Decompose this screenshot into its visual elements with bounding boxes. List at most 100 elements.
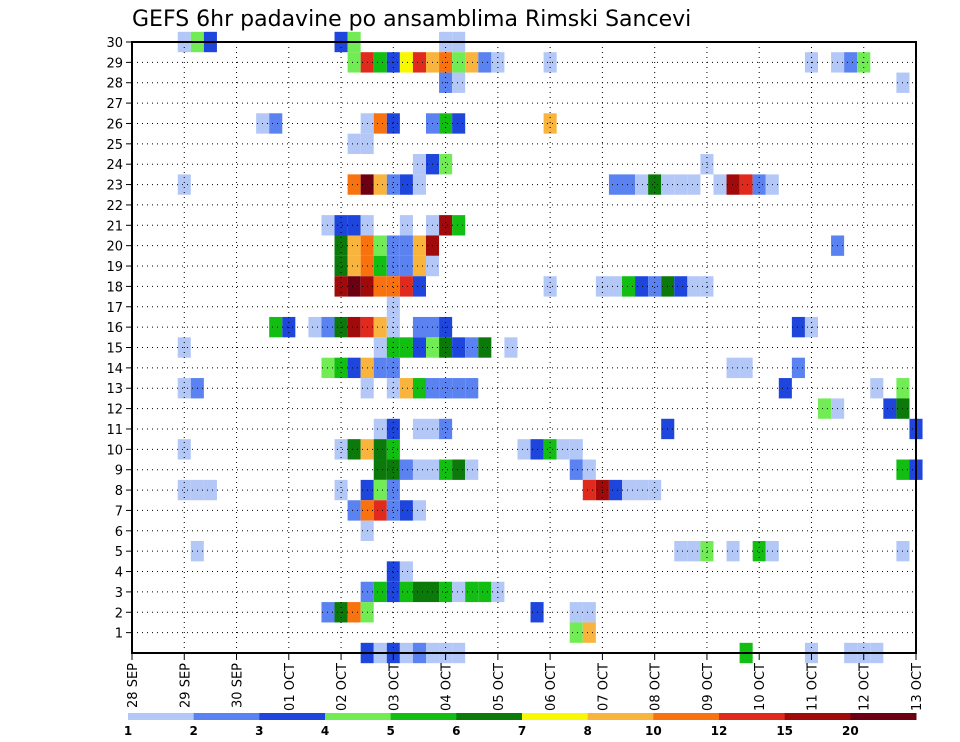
heatmap-cell xyxy=(399,561,413,582)
heatmap-cell xyxy=(373,357,387,379)
heatmap-cell xyxy=(439,113,453,134)
heatmap-cell xyxy=(347,255,361,277)
heatmap-cell xyxy=(373,52,387,73)
heatmap-cell xyxy=(386,500,400,521)
heatmap-cell xyxy=(177,439,191,460)
legend-label: 6 xyxy=(452,724,460,738)
heatmap-cell xyxy=(203,479,217,501)
heatmap-cell xyxy=(582,602,596,623)
heatmap-cell xyxy=(373,439,387,460)
heatmap-cell xyxy=(399,235,413,256)
heatmap-cell xyxy=(334,235,348,256)
heatmap-cell xyxy=(478,337,492,358)
heatmap-cell xyxy=(412,581,426,603)
heatmap-cell xyxy=(308,316,322,338)
heatmap-cell xyxy=(412,276,426,297)
heatmap-cell xyxy=(347,500,361,521)
y-tick-label: 22 xyxy=(106,199,123,214)
heatmap-cell xyxy=(569,459,583,480)
y-tick-label: 23 xyxy=(106,179,123,194)
heatmap-cell xyxy=(399,255,413,277)
heatmap-cell xyxy=(818,398,832,419)
y-tick-label: 14 xyxy=(106,362,123,377)
heatmap-cell xyxy=(739,174,753,195)
heatmap-cell xyxy=(412,154,426,175)
heatmap-cell xyxy=(687,174,701,195)
heatmap-cell xyxy=(399,581,413,603)
heatmap-cell xyxy=(543,439,557,460)
heatmap-cell xyxy=(412,378,426,399)
x-tick-label: 04 OCT xyxy=(440,663,455,711)
heatmap-cell xyxy=(582,622,596,643)
heatmap-cell xyxy=(386,581,400,603)
heatmap-cell xyxy=(452,113,466,134)
heatmap-cell xyxy=(399,174,413,195)
heatmap-cell xyxy=(465,52,479,73)
heatmap-cell xyxy=(321,602,335,623)
heatmap-cell xyxy=(439,154,453,175)
heatmap-cell xyxy=(452,337,466,358)
heatmap-cell xyxy=(648,174,662,195)
heatmap-cell xyxy=(648,276,662,297)
x-tick-label: 13 OCT xyxy=(910,663,925,711)
heatmap-cell xyxy=(177,174,191,195)
heatmap-cell xyxy=(569,439,583,460)
heatmap-cell xyxy=(373,276,387,297)
legend-label: 20 xyxy=(842,724,859,738)
y-tick-label: 16 xyxy=(106,321,123,336)
heatmap-cell xyxy=(386,561,400,582)
legend-color-swatch xyxy=(653,713,720,720)
legend-color-swatch xyxy=(325,713,392,720)
heatmap-cell xyxy=(791,316,805,338)
legend-label: 1 xyxy=(124,724,132,738)
heatmap-cell xyxy=(373,337,387,358)
heatmap-cell xyxy=(465,378,479,399)
y-tick-label: 20 xyxy=(106,240,123,255)
x-tick-label: 28 SEP xyxy=(126,663,141,708)
heatmap-cell xyxy=(687,276,701,297)
y-tick-label: 26 xyxy=(106,117,123,132)
heatmap-cell xyxy=(321,357,335,379)
heatmap-cell xyxy=(622,276,636,297)
x-tick-label: 03 OCT xyxy=(387,663,402,711)
x-tick-label: 06 OCT xyxy=(544,663,559,711)
heatmap-cell xyxy=(582,479,596,501)
heatmap-cell xyxy=(465,581,479,603)
y-tick-label: 10 xyxy=(106,443,123,458)
heatmap-cell xyxy=(334,439,348,460)
heatmap-cell xyxy=(399,276,413,297)
heatmap-cell xyxy=(334,255,348,277)
color-legend: 1 2 3 4 5 6 7 8 10 12 15 20 xyxy=(124,713,917,738)
heatmap-cell xyxy=(399,215,413,236)
y-tick-label: 15 xyxy=(106,342,123,357)
legend-color-swatch xyxy=(850,713,917,720)
heatmap-cell xyxy=(452,459,466,480)
heatmap-cell xyxy=(412,52,426,73)
heatmap-cell xyxy=(439,378,453,399)
legend-color-swatch xyxy=(784,713,851,720)
heatmap-cell xyxy=(412,500,426,521)
y-tick-label: 27 xyxy=(106,97,123,112)
x-tick-label: 11 OCT xyxy=(805,663,820,711)
heatmap-cell xyxy=(700,276,714,297)
heatmap-cell xyxy=(269,316,283,338)
y-tick-label: 9 xyxy=(115,464,123,479)
heatmap-cell xyxy=(517,439,531,460)
chart-title: GEFS 6hr padavine po ansamblima Rimski S… xyxy=(132,7,691,32)
heatmap-cell xyxy=(556,439,570,460)
heatmap-cell xyxy=(844,52,858,73)
heatmap-cell xyxy=(399,378,413,399)
heatmap-cell xyxy=(752,174,766,195)
heatmap-cell xyxy=(452,215,466,236)
y-tick-label: 6 xyxy=(115,525,123,540)
heatmap-cell xyxy=(687,540,701,562)
x-tick-label: 29 SEP xyxy=(178,663,193,708)
legend-color-swatch xyxy=(193,713,260,720)
legend-color-swatch xyxy=(719,713,786,720)
heatmap-cell xyxy=(582,459,596,480)
heatmap-cell xyxy=(334,276,348,297)
legend-color-swatch xyxy=(128,713,195,720)
heatmap-cell xyxy=(412,316,426,338)
heatmap-cell xyxy=(386,479,400,501)
heatmap-cell xyxy=(439,581,453,603)
